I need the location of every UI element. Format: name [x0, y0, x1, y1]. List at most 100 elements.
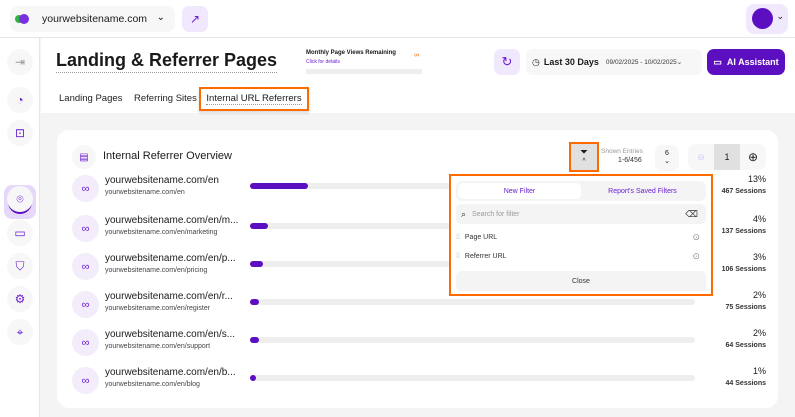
per-page-value: 6: [665, 150, 669, 157]
link-icon: ∞: [72, 329, 99, 356]
share-bar: [250, 337, 695, 343]
row-percent: 2%: [752, 290, 766, 300]
expand-sidebar-icon[interactable]: ⇥: [7, 49, 33, 75]
filter-popover: New Filter Report's Saved Filters ⌕ Sear…: [449, 174, 713, 296]
row-percent: 3%: [752, 252, 766, 262]
quota-label: Monthly Page Views Remaining: [306, 50, 396, 56]
avatar: [752, 8, 773, 29]
row-full-url: yourwebsitename.com/en/marketing: [105, 229, 218, 236]
arrow-right-icon: ⊙: [692, 231, 700, 242]
chevron-down-icon: ⌄: [776, 11, 784, 21]
row-full-url: yourwebsitename.com/en/register: [105, 305, 211, 312]
share-bar-fill: [250, 223, 268, 229]
share-bar: [250, 375, 695, 381]
row-full-url: yourwebsitename.com/en/blog: [105, 381, 200, 388]
row-sessions: 75 Sessions: [725, 304, 766, 311]
report-icon: ▤: [72, 145, 96, 169]
clock-icon: ◷: [532, 56, 540, 67]
filter-button[interactable]: ⏷ ^: [569, 142, 599, 172]
chevron-up-icon: ^: [582, 158, 586, 165]
card-title: Internal Referrer Overview: [103, 150, 232, 162]
quota-bar: [306, 69, 422, 74]
filter-item-referrer-url[interactable]: ⁞⁞ Referrer URL ⊙: [456, 248, 706, 264]
row-percent: 2%: [752, 328, 766, 338]
row-url: yourwebsitename.com/en: [105, 175, 219, 186]
shield-icon[interactable]: ⛉: [7, 253, 33, 279]
next-page-button[interactable]: ⊕: [747, 150, 759, 164]
quota-value: ∞: [414, 52, 419, 59]
share-bar-fill: [250, 299, 259, 305]
row-sessions: 137 Sessions: [721, 228, 766, 235]
row-full-url: yourwebsitename.com/en: [105, 189, 185, 196]
table-row[interactable]: ∞ yourwebsitename.com/en/s... yourwebsit…: [72, 326, 772, 358]
filter-item-page-url[interactable]: ⁞⁞ Page URL ⊙: [456, 229, 706, 245]
drag-handle-icon[interactable]: ⁞⁞: [456, 252, 460, 260]
scan-icon[interactable]: ⌾: [7, 186, 33, 212]
close-button[interactable]: Close: [456, 271, 706, 291]
pagination: ⊖ 1 ⊕: [688, 144, 766, 170]
share-bar-fill: [250, 375, 256, 381]
row-url: yourwebsitename.com/en/s...: [105, 329, 236, 340]
prev-page-button[interactable]: ⊖: [697, 151, 705, 162]
page-title: Landing & Referrer Pages: [56, 50, 278, 73]
tab-label: Internal URL Referrers: [206, 93, 302, 105]
date-range-picker[interactable]: ◷ Last 30 Days 09/02/2025 - 10/02/2025 ⌄: [526, 49, 702, 75]
chevron-down-icon: ⌄: [676, 59, 683, 66]
ai-label: AI Assistant: [726, 57, 779, 67]
row-sessions: 64 Sessions: [725, 342, 766, 349]
search-icon: ⌕: [461, 208, 467, 219]
chevron-down-icon: ⌄: [156, 12, 165, 23]
filter-icon: ⏷: [580, 147, 588, 158]
row-url: yourwebsitename.com/en/b...: [105, 367, 236, 378]
drag-handle-icon[interactable]: ⁞⁞: [456, 233, 460, 241]
tab-landing-pages[interactable]: Landing Pages: [59, 93, 123, 104]
row-sessions: 44 Sessions: [725, 380, 766, 387]
refresh-button[interactable]: ↻: [494, 49, 520, 75]
tab-internal-url-referrers[interactable]: Internal URL Referrers: [199, 87, 309, 111]
gear-icon[interactable]: ⚙: [7, 286, 33, 312]
location-icon[interactable]: ⌖: [7, 319, 33, 345]
share-bar-fill: [250, 337, 259, 343]
sidebar: ⇥ ◔ ⊡ ◎ ⌾ ▭ ⛉ ⚙ ⌖: [0, 38, 40, 417]
filter-item-label: Page URL: [464, 233, 498, 241]
share-bar-fill: [250, 261, 264, 267]
chat-icon[interactable]: ▭: [7, 220, 33, 246]
row-url: yourwebsitename.com/en/p...: [105, 253, 236, 264]
open-site-button[interactable]: ↗: [182, 6, 208, 32]
per-page-select[interactable]: 6 ⌄: [655, 145, 679, 171]
link-icon: ∞: [72, 175, 99, 202]
user-menu[interactable]: ⌄: [746, 4, 788, 34]
date-range: 09/02/2025 - 10/02/2025: [605, 58, 677, 66]
site-selector[interactable]: yourwebsitename.com ⌄: [10, 6, 175, 32]
tab-referring-sites[interactable]: Referring Sites: [134, 93, 197, 104]
eraser-icon[interactable]: ⌫: [685, 208, 698, 219]
current-page[interactable]: 1: [714, 144, 740, 170]
ai-assistant-button[interactable]: ▭ AI Assistant: [707, 49, 785, 75]
table-row[interactable]: ∞ yourwebsitename.com/en/b... yourwebsit…: [72, 364, 772, 396]
chevron-down-icon: ⌄: [664, 158, 670, 165]
filter-item-label: Referrer URL: [464, 252, 507, 260]
refresh-icon: ↻: [501, 54, 513, 69]
link-icon: ∞: [72, 215, 99, 242]
arrow-right-icon: ⊙: [692, 250, 700, 261]
filter-search-input[interactable]: ⌕ Search for filter ⌫: [456, 204, 706, 224]
quota-details-link[interactable]: Click for details: [306, 59, 340, 65]
table-row[interactable]: ∞ yourwebsitename.com/en/r... yourwebsit…: [72, 288, 772, 320]
row-full-url: yourwebsitename.com/en/support: [105, 343, 211, 350]
chat-icon: ▭: [713, 56, 722, 67]
row-percent: 4%: [752, 214, 766, 224]
row-sessions: 106 Sessions: [721, 266, 766, 273]
row-percent: 13%: [747, 174, 766, 184]
search-placeholder: Search for filter: [472, 210, 520, 218]
row-url: yourwebsitename.com/en/r...: [105, 291, 233, 302]
row-url: yourwebsitename.com/en/m...: [105, 215, 239, 226]
share-bar-fill: [250, 183, 308, 189]
site-name: yourwebsitename.com: [42, 13, 148, 25]
shown-entries-label: Shown Entries: [601, 148, 643, 155]
bag-icon[interactable]: ⊡: [7, 120, 33, 146]
range-label: Last 30 Days: [543, 57, 599, 67]
tab-saved-filters[interactable]: Report's Saved Filters: [608, 187, 677, 195]
dashboard-icon[interactable]: ◔: [7, 87, 33, 113]
tab-new-filter[interactable]: New Filter: [458, 183, 581, 199]
link-icon: ∞: [72, 367, 99, 394]
